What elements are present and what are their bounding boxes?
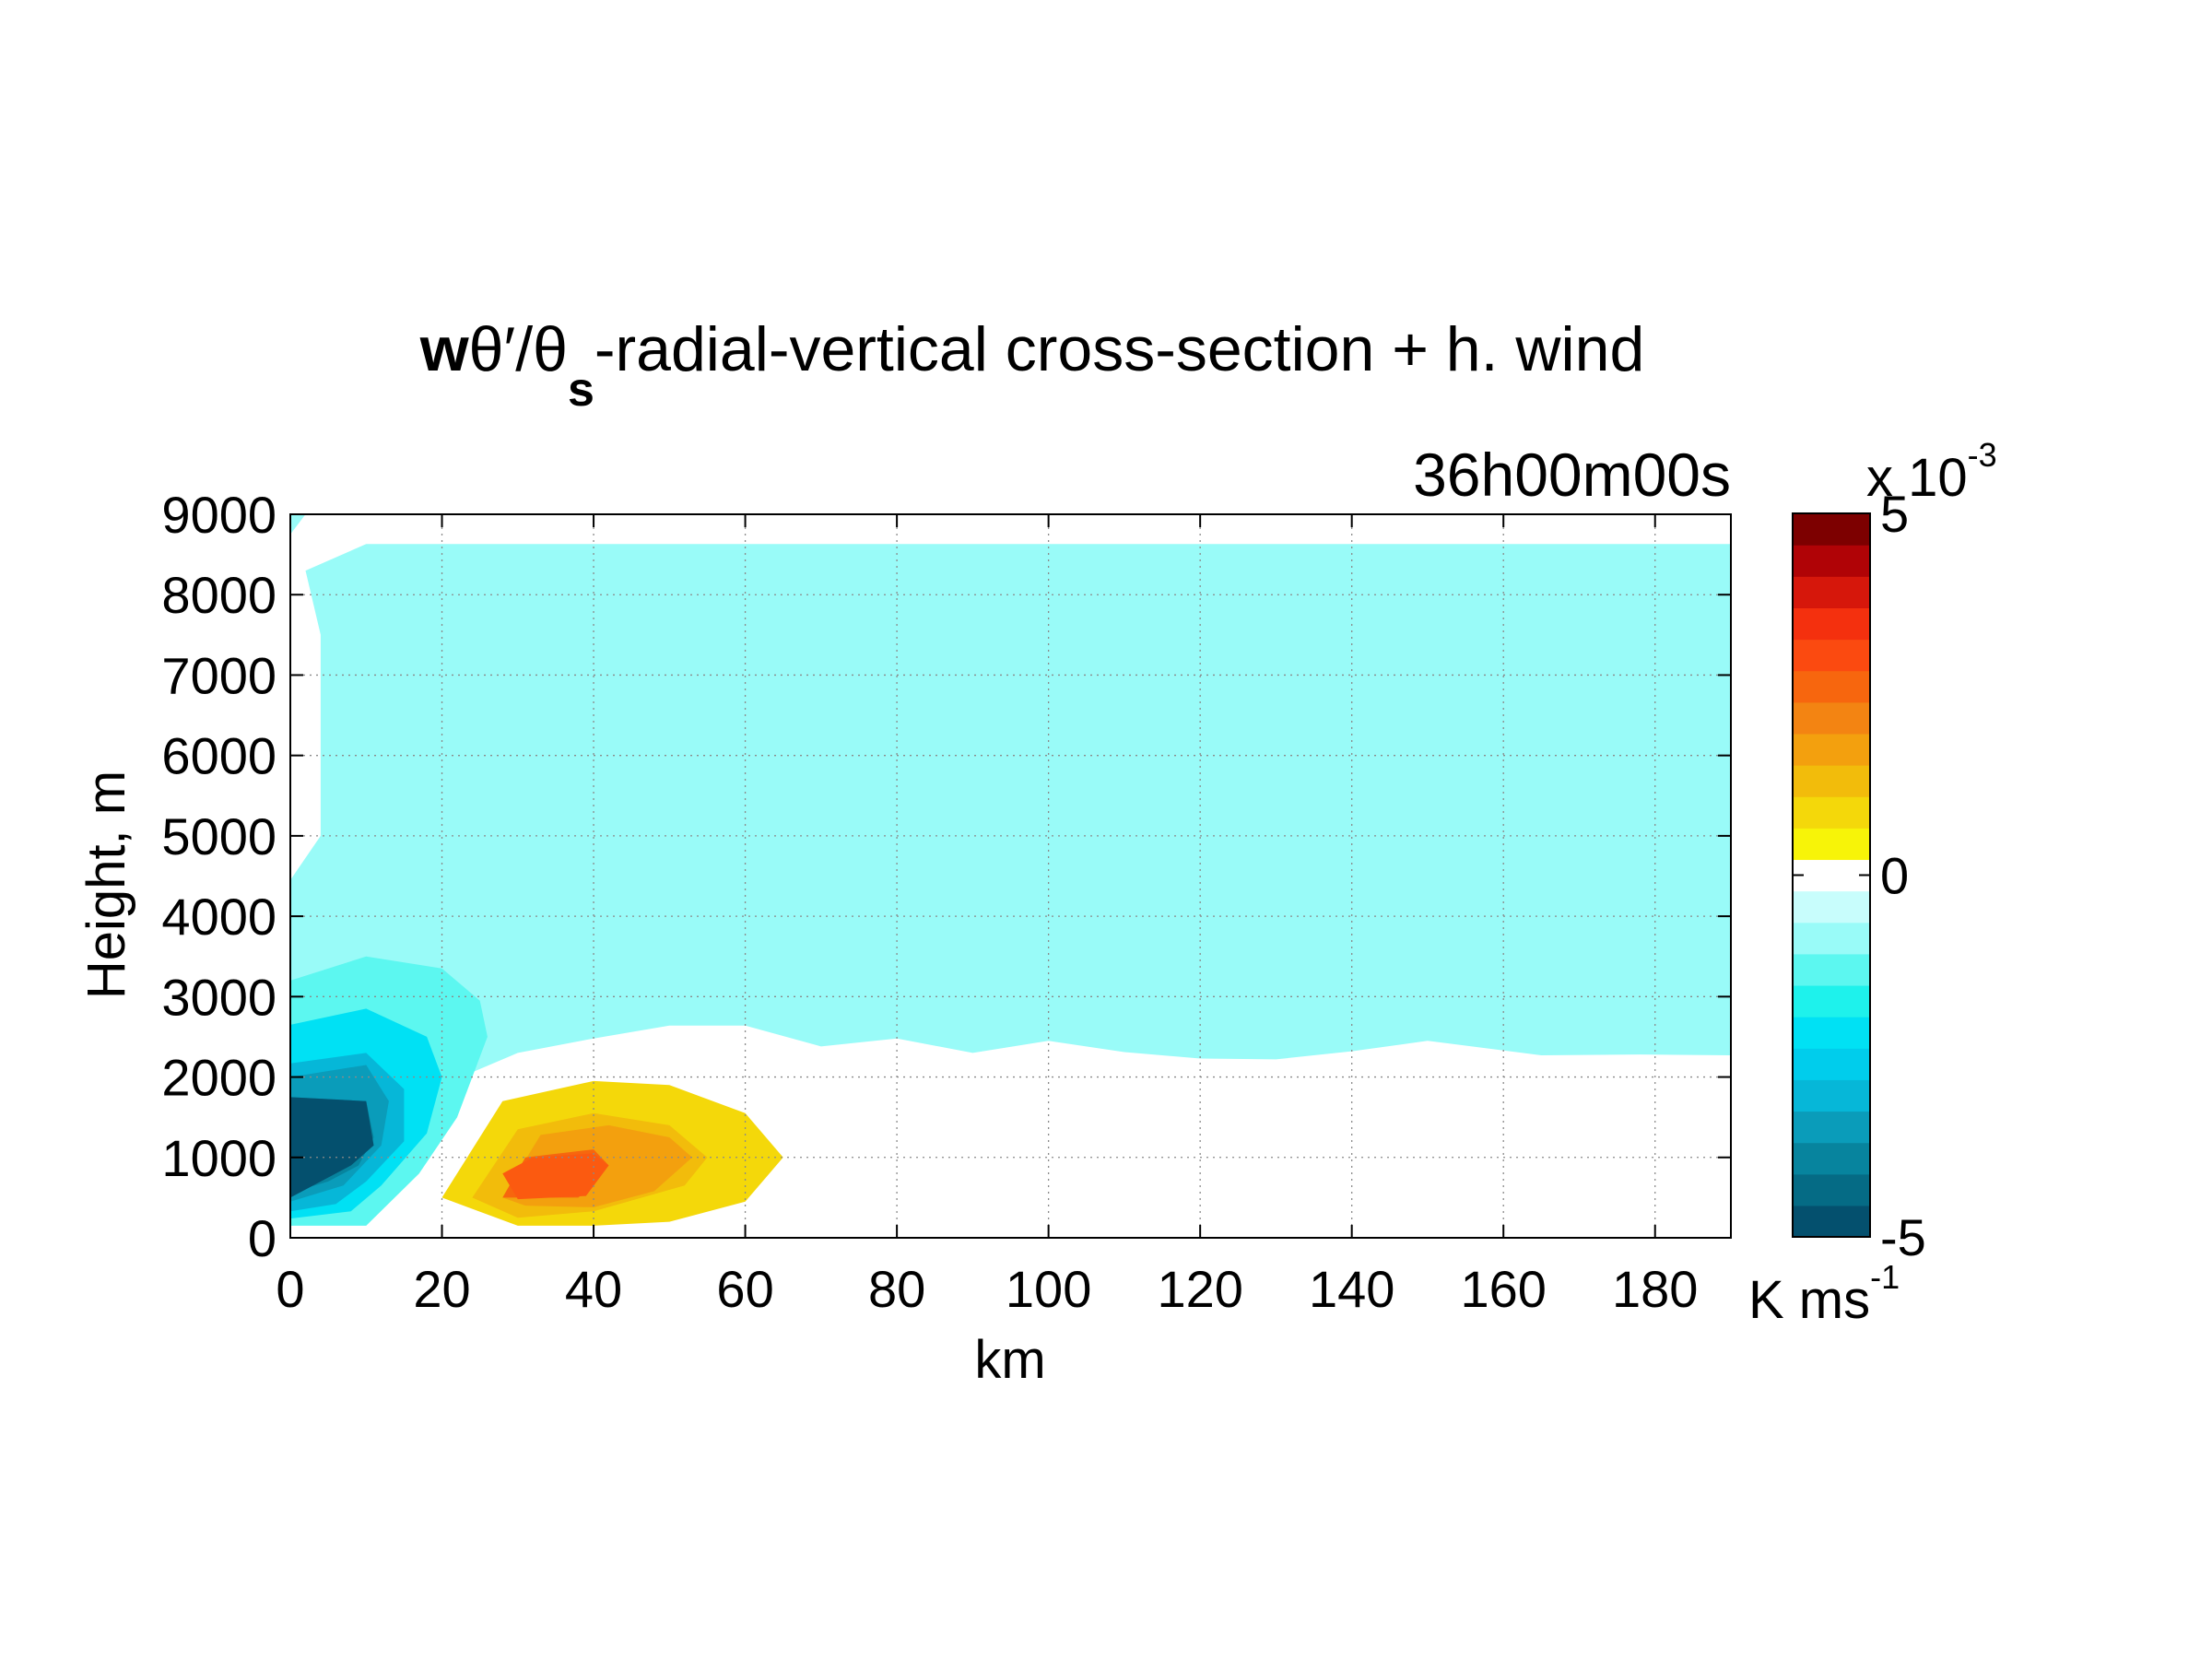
colorbar-unit-base: K ms [1748, 1270, 1870, 1330]
colorbar-exponent-power: -3 [1968, 436, 1997, 474]
y-tick-label: 9000 [161, 486, 276, 544]
y-tick-label: 0 [248, 1209, 276, 1267]
x-tick-label: 100 [1006, 1260, 1091, 1318]
title-theta-prime: θ′ [469, 314, 516, 384]
colorbar-tick-label: 0 [1880, 847, 1909, 905]
y-tick-label: 6000 [161, 727, 276, 785]
colorbar-band [1793, 670, 1870, 703]
colorbar-band [1793, 1142, 1870, 1175]
title-subscript: s [568, 363, 594, 417]
contour-region-light-cyan-topleft [290, 514, 306, 535]
colorbar-band [1793, 796, 1870, 829]
colorbar-tick-label: 5 [1880, 485, 1909, 543]
colorbar-band [1793, 639, 1870, 672]
colorbar-band [1793, 984, 1870, 1018]
colorbar-band [1793, 733, 1870, 766]
colorbar-unit: K ms-1 [1748, 1258, 1900, 1330]
colorbar-band [1793, 890, 1870, 924]
chart-title: wθ′/θs-radial-vertical cross-section + h… [419, 314, 1645, 417]
colorbar-band [1793, 513, 1870, 546]
colorbar-band [1793, 1173, 1870, 1206]
contour-region-light-cyan [290, 544, 1731, 1086]
colorbar-band [1793, 1048, 1870, 1080]
colorbar-band [1793, 953, 1870, 986]
x-tick-label: 40 [565, 1260, 622, 1318]
colorbar-band [1793, 1205, 1870, 1238]
colorbar-band [1793, 828, 1870, 861]
time-label: 36h00m00s [1413, 441, 1731, 509]
y-tick-label: 2000 [161, 1049, 276, 1107]
colorbar-unit-power: -1 [1870, 1258, 1900, 1296]
y-axis-ticks: 0 1000 2000 3000 4000 5000 6000 7000 8000 9000 [161, 486, 1731, 1267]
colorbar-ticks: -5 0 5 [1793, 485, 1926, 1266]
colorbar-band [1793, 1079, 1870, 1112]
colorbar-band [1793, 859, 1870, 892]
colorbar-band [1793, 545, 1870, 577]
colorbar-band [1793, 1111, 1870, 1144]
plot-area: 0 20 40 60 80 100 120 140 160 180 0 1000 2000 3000 40… [161, 486, 1732, 1318]
x-tick-label: 20 [413, 1260, 470, 1318]
y-tick-label: 8000 [161, 566, 276, 624]
grid-lines [290, 514, 1731, 1238]
x-axis-label: km [974, 1330, 1045, 1390]
colorbar-band [1793, 701, 1870, 735]
colorbar-band [1793, 922, 1870, 955]
colorbar-band [1793, 607, 1870, 641]
title-prefix: w [419, 314, 470, 384]
x-tick-label: 120 [1157, 1260, 1242, 1318]
title-suffix: -radial-vertical cross-section + h. wind [594, 314, 1644, 384]
title-slash: / [515, 314, 533, 384]
colorbar-exponent: x 10-3 [1866, 436, 1997, 508]
y-tick-label: 3000 [161, 968, 276, 1026]
x-axis-ticks: 0 20 40 60 80 100 120 140 160 180 [276, 514, 1698, 1318]
colorbar-bands [1793, 513, 1870, 1238]
y-axis-label: Height, m [76, 771, 136, 999]
plot-frame [289, 513, 1732, 1239]
colorbar-band [1793, 1017, 1870, 1049]
colorbar-tick-label: -5 [1880, 1208, 1926, 1266]
y-tick-label: 5000 [161, 807, 276, 865]
title-theta: θ [533, 314, 568, 384]
contour-fills [290, 514, 1731, 1226]
contour-region-blue-3 [290, 1097, 374, 1198]
x-tick-label: 0 [276, 1260, 304, 1318]
y-tick-label: 7000 [161, 646, 276, 704]
x-tick-label: 160 [1460, 1260, 1546, 1318]
x-tick-label: 180 [1612, 1260, 1698, 1318]
contour-region-orange-3 [502, 1153, 609, 1200]
x-tick-label: 140 [1309, 1260, 1394, 1318]
x-tick-label: 60 [716, 1260, 773, 1318]
colorbar-band [1793, 765, 1870, 797]
y-tick-label: 1000 [161, 1129, 276, 1187]
colorbar-exponent-base: x 10 [1866, 448, 1968, 508]
x-tick-label: 80 [868, 1260, 925, 1318]
colorbar: -5 0 5 x 10-3 K ms-1 [1748, 436, 1997, 1330]
colorbar-band [1793, 576, 1870, 608]
y-tick-label: 4000 [161, 888, 276, 946]
